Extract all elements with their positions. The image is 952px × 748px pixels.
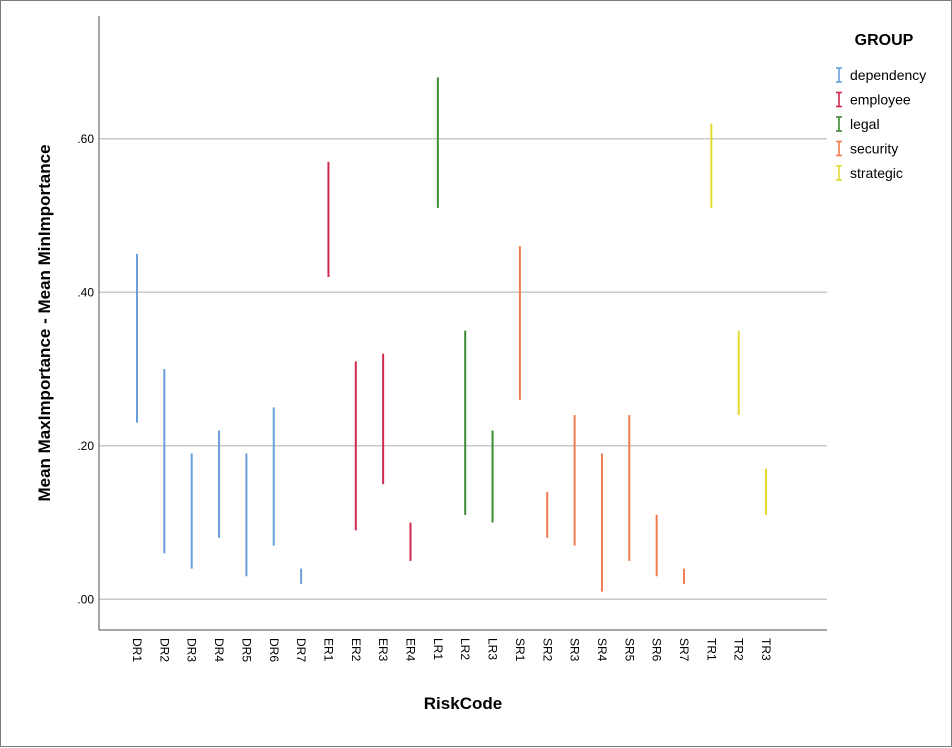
legend-entry: legal [836,116,880,132]
legend-swatch-icon [836,140,842,157]
y-tick-label: .00 [77,592,94,606]
legend-title: GROUP [855,32,914,49]
x-tick-label: SR4 [595,638,609,662]
x-axis-title: RiskCode [424,694,502,713]
x-tick-label: SR7 [677,638,691,662]
legend-label: dependency [850,67,926,83]
legend: GROUP dependency employee legal security str… [836,32,926,181]
legend-label: strategic [850,165,903,181]
y-tick-label: .40 [77,285,94,299]
legend-swatch-icon [836,116,842,132]
legend-swatch-icon [836,165,842,181]
legend-entry: strategic [836,165,903,181]
y-tick-labels: .00 .20 .40 .60 [77,132,94,606]
legend-label: security [850,141,898,157]
legend-label: legal [850,116,880,132]
legend-swatch-icon [836,91,842,108]
x-tick-label: TR2 [732,638,746,661]
legend-entry: security [836,141,898,157]
x-tick-label: TR1 [704,638,718,661]
legend-label: employee [850,92,911,108]
x-tick-label: DR5 [239,638,253,662]
x-tick-label: DR3 [185,638,199,662]
x-tick-label: DR2 [157,638,171,662]
x-tick-label: DR1 [130,638,144,662]
x-tick-label: ER1 [321,638,335,662]
x-tick-label: SR6 [650,638,664,662]
y-axis-title: Mean MaxImportance - Mean MinImportance [35,144,54,501]
x-tick-label: DR6 [267,638,281,662]
legend-swatch-icon [836,67,842,83]
x-tick-label: ER2 [349,638,363,662]
x-tick-label: SR3 [568,638,582,662]
x-tick-labels: DR1 DR2 DR3 DR4 DR5 DR6 DR7 ER1 ER2 ER3 ER4 LR1 LR2 L… [130,638,773,662]
x-tick-label: LR2 [458,638,472,660]
x-tick-label: TR3 [759,638,773,661]
legend-entries: dependency employee legal security strategic [836,67,926,181]
axes [98,16,827,631]
x-tick-label: LR3 [486,638,500,660]
y-tick-label: .20 [77,439,94,453]
gridlines [99,138,827,601]
x-tick-label: DR4 [212,638,226,662]
x-tick-label: ER4 [404,638,418,662]
x-tick-label: SR5 [622,638,636,662]
legend-entry: employee [836,92,911,108]
legend-entry: dependency [836,67,926,83]
y-tick-label: .60 [77,132,94,146]
x-tick-label: LR1 [431,638,445,660]
x-tick-label: SR1 [513,638,527,662]
x-tick-label: ER3 [376,638,390,662]
x-tick-label: DR7 [294,638,308,662]
range-lines [136,77,768,592]
x-tick-label: SR2 [540,638,554,662]
